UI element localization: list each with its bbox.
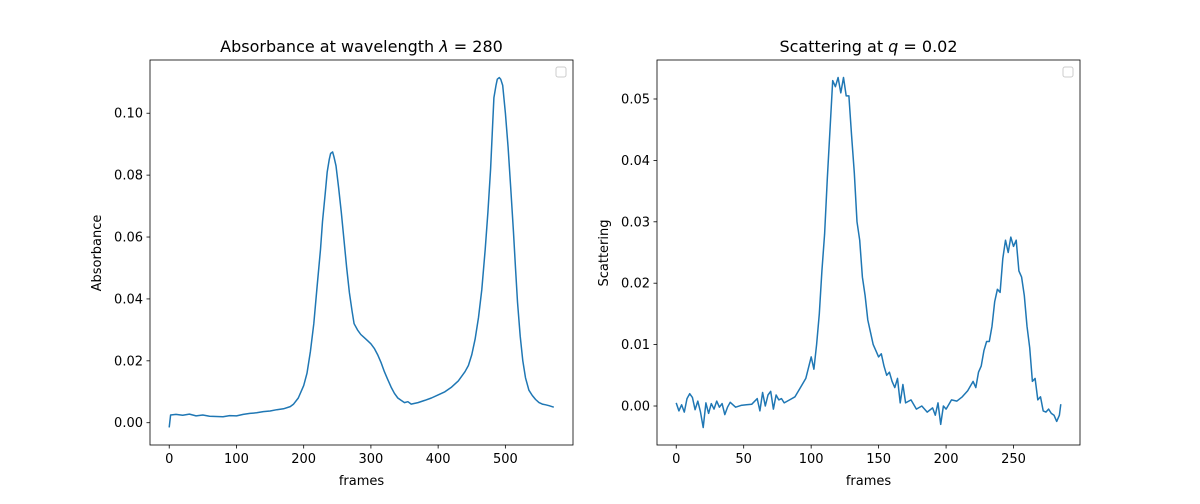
y-tick-label: 0.05 [621, 92, 650, 107]
scattering-plot: Scattering at q = 0.02 frames Scattering… [597, 37, 1081, 489]
y-axis-label: Scattering [597, 219, 612, 286]
axes-frame [656, 59, 1081, 446]
x-tick-label: 200 [934, 452, 959, 467]
y-tick-label: 0.04 [114, 292, 143, 307]
x-tick-label: 0 [165, 452, 173, 467]
y-tick-label: 0.02 [114, 354, 143, 369]
legend-box [555, 66, 567, 78]
absorbance-plot: Absorbance at wavelength λ = 280 frames … [90, 37, 574, 489]
y-axis-label: Absorbance [90, 215, 105, 292]
x-tick-label: 0 [672, 452, 680, 467]
y-tick-label: 0.06 [114, 231, 143, 246]
y-tick-label: 0.00 [114, 416, 143, 431]
x-axis-label: frames [339, 474, 385, 489]
x-tick-label: 500 [493, 452, 518, 467]
x-tick-label: 100 [224, 452, 249, 467]
x-tick-label: 200 [291, 452, 316, 467]
series-line-absorbance [168, 76, 555, 428]
x-tick-label: 100 [799, 452, 824, 467]
y-tick-label: 0.01 [621, 338, 650, 353]
legend-box [1062, 66, 1074, 78]
x-tick-label: 300 [358, 452, 383, 467]
y-tick-label: 0.04 [621, 154, 650, 169]
x-tick-label: 400 [426, 452, 451, 467]
axes-frame [149, 59, 574, 446]
series-line-scattering [675, 76, 1062, 429]
x-tick-label: 150 [866, 452, 891, 467]
plot-title: Scattering at q = 0.02 [779, 37, 957, 56]
x-tick-label: 250 [1001, 452, 1026, 467]
y-tick-label: 0.00 [621, 400, 650, 415]
plot-title: Absorbance at wavelength λ = 280 [220, 37, 503, 56]
y-tick-label: 0.03 [621, 215, 650, 230]
y-tick-label: 0.10 [114, 107, 143, 122]
y-tick-label: 0.02 [621, 277, 650, 292]
x-tick-label: 50 [735, 452, 752, 467]
x-axis-label: frames [846, 474, 892, 489]
y-tick-label: 0.08 [114, 169, 143, 184]
